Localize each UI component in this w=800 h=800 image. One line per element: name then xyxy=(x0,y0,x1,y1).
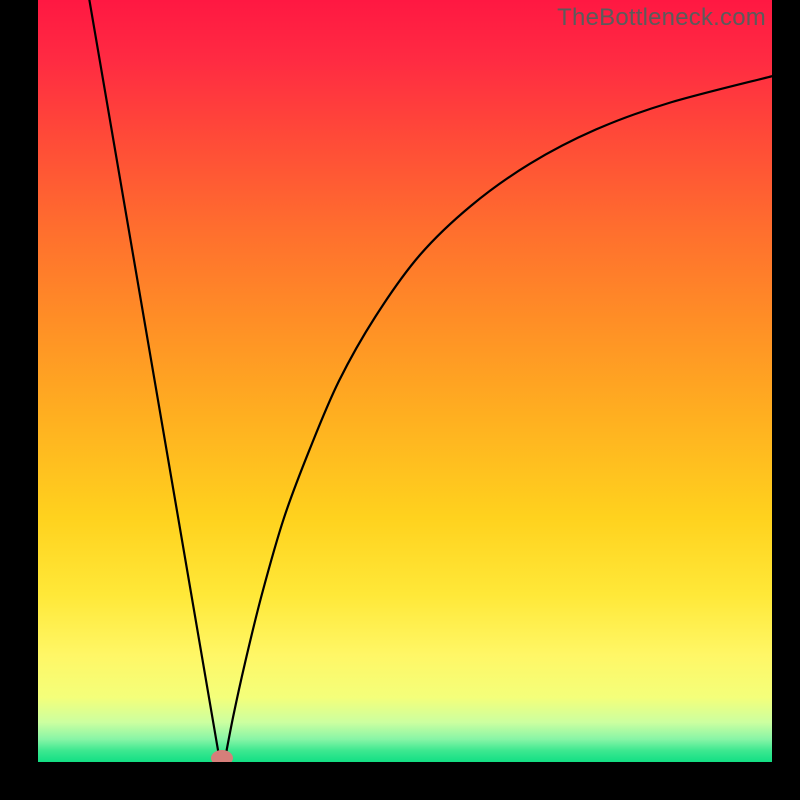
watermark-text: TheBottleneck.com xyxy=(557,4,766,32)
plot-area xyxy=(38,0,772,762)
frame-right xyxy=(772,0,800,800)
frame-left xyxy=(0,0,38,800)
bottleneck-curve xyxy=(38,0,772,762)
frame-bottom xyxy=(0,762,800,800)
curve-left-branch xyxy=(89,0,220,762)
curve-right-branch xyxy=(224,76,772,762)
